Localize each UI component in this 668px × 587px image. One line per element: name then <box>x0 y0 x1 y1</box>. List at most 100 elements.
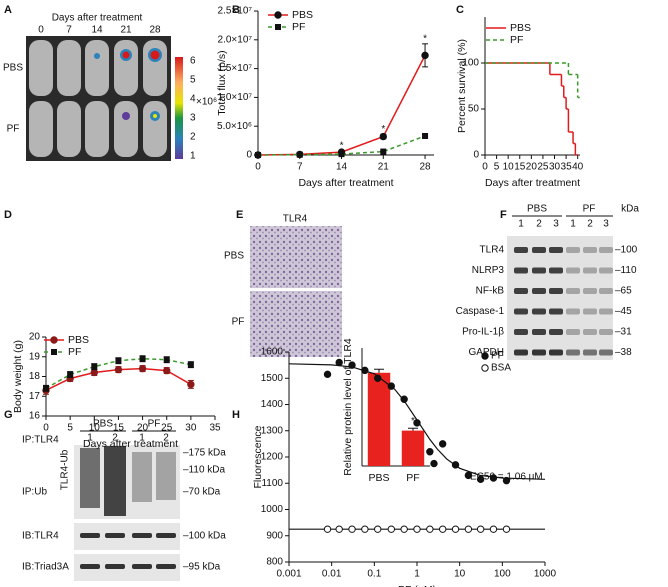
marker <box>187 361 194 368</box>
size-marker: –175 kDa <box>183 448 226 459</box>
y-axis-label: Percent survival (%) <box>456 39 468 133</box>
marker <box>451 525 460 533</box>
x-tick-label: 0.1 <box>367 569 381 580</box>
day-label: 7 <box>66 25 72 36</box>
size-marker: –110 <box>615 265 637 276</box>
y-tick-label: 20 <box>29 332 41 343</box>
y-tick-label: 1.0×10⁷ <box>218 92 253 103</box>
size-marker: –100 <box>615 245 638 256</box>
group-label: PBS <box>93 419 113 430</box>
fit-curve <box>288 363 546 480</box>
y-tick-label: 900 <box>266 530 283 541</box>
blot-label: IP:Ub <box>22 487 47 498</box>
x-tick-label: 20 <box>137 423 149 434</box>
x-axis-label: Days after treatment <box>298 177 393 189</box>
panel-label: D <box>4 209 12 221</box>
bioluminescence-image <box>26 36 171 161</box>
marker <box>255 152 261 158</box>
x-tick-label: 20 <box>526 162 538 173</box>
x-tick-label: 14 <box>336 162 348 173</box>
day-label: 14 <box>91 25 103 36</box>
size-marker: –31 <box>615 327 632 338</box>
blot-band <box>599 349 613 356</box>
x-tick-label: PF <box>406 472 419 484</box>
y-tick-label: 0 <box>473 150 479 161</box>
day-label: 21 <box>120 25 132 36</box>
x-tick-label: 5 <box>494 162 500 173</box>
panel-label: A <box>4 4 12 16</box>
marker <box>464 471 473 480</box>
y-tick-label: 800 <box>266 557 283 568</box>
western-blot <box>507 236 613 360</box>
group-label: PF <box>7 124 20 135</box>
marker <box>323 525 332 533</box>
panel-label: E <box>236 209 243 221</box>
blot-band <box>583 308 597 315</box>
blot-band <box>583 267 597 274</box>
y-tick-label: 16 <box>29 411 41 422</box>
significance-label: * <box>411 416 415 427</box>
blot-band <box>566 267 580 274</box>
marker <box>348 525 356 533</box>
marker <box>464 525 473 533</box>
x-tick-label: 35 <box>561 162 573 173</box>
protein-label: TLR4 <box>480 245 505 256</box>
y-tick-label: 100 <box>462 58 479 69</box>
lane-label: 2 <box>163 433 169 444</box>
legend-label: PBS <box>292 9 313 21</box>
marker <box>476 475 485 484</box>
colorbar-tick-label: 4 <box>190 94 196 105</box>
marker <box>374 525 382 533</box>
protein-label: NF-kB <box>476 286 505 297</box>
blot-band <box>532 329 546 335</box>
x-tick-label: 25 <box>161 423 173 434</box>
panel-label: G <box>4 409 13 421</box>
blot-smear <box>80 448 100 508</box>
marker <box>413 525 421 533</box>
x-tick-label: 40 <box>572 162 584 173</box>
marker <box>163 356 170 363</box>
marker <box>335 358 343 367</box>
legend-label: BSA <box>491 363 511 374</box>
y-tick-label: 1600 <box>261 347 284 358</box>
protein-label: NLRP3 <box>472 265 505 276</box>
significance-label: * <box>340 141 344 152</box>
x-tick-label: 5 <box>67 423 73 434</box>
size-marker: –38 <box>615 347 632 358</box>
x-axis-label: PF (μM) <box>398 584 436 587</box>
series-line <box>257 135 426 156</box>
legend-label: PBS <box>510 22 531 34</box>
blot-band <box>549 288 563 294</box>
blot-band <box>514 267 528 274</box>
blot-band <box>549 267 563 274</box>
marker <box>489 525 498 533</box>
marker <box>426 448 434 456</box>
legend-label: PF <box>491 351 504 362</box>
lane-label: 1 <box>139 433 145 444</box>
day-label: 0 <box>38 25 44 36</box>
marker <box>502 525 511 533</box>
marker <box>502 476 511 485</box>
lane-label: 1 <box>570 219 576 230</box>
y-tick-label: 5.0×10⁶ <box>217 121 252 132</box>
group-label: PBS <box>527 204 547 215</box>
x-tick-label: 21 <box>378 162 390 173</box>
legend-marker <box>51 349 57 355</box>
y-tick-label: 1500 <box>261 373 284 384</box>
marker <box>91 363 98 370</box>
x-tick-label: 0 <box>255 162 261 173</box>
blot-label: IB:TLR4 <box>22 531 59 542</box>
marker <box>115 357 122 364</box>
colorbar-tick-label: 3 <box>190 113 196 124</box>
blot-band <box>566 329 580 335</box>
blot-label: IP:TLR4 <box>22 435 59 446</box>
size-marker: –45 <box>615 306 632 317</box>
panel-label: B <box>232 4 240 16</box>
significance-label: * <box>423 33 427 44</box>
colorbar-tick-label: 5 <box>190 75 196 86</box>
blot-label: IB:Triad3A <box>22 562 69 573</box>
lane-label: 3 <box>603 219 609 230</box>
colorbar-unit: ×10⁶ <box>196 97 217 108</box>
marker <box>43 385 49 392</box>
